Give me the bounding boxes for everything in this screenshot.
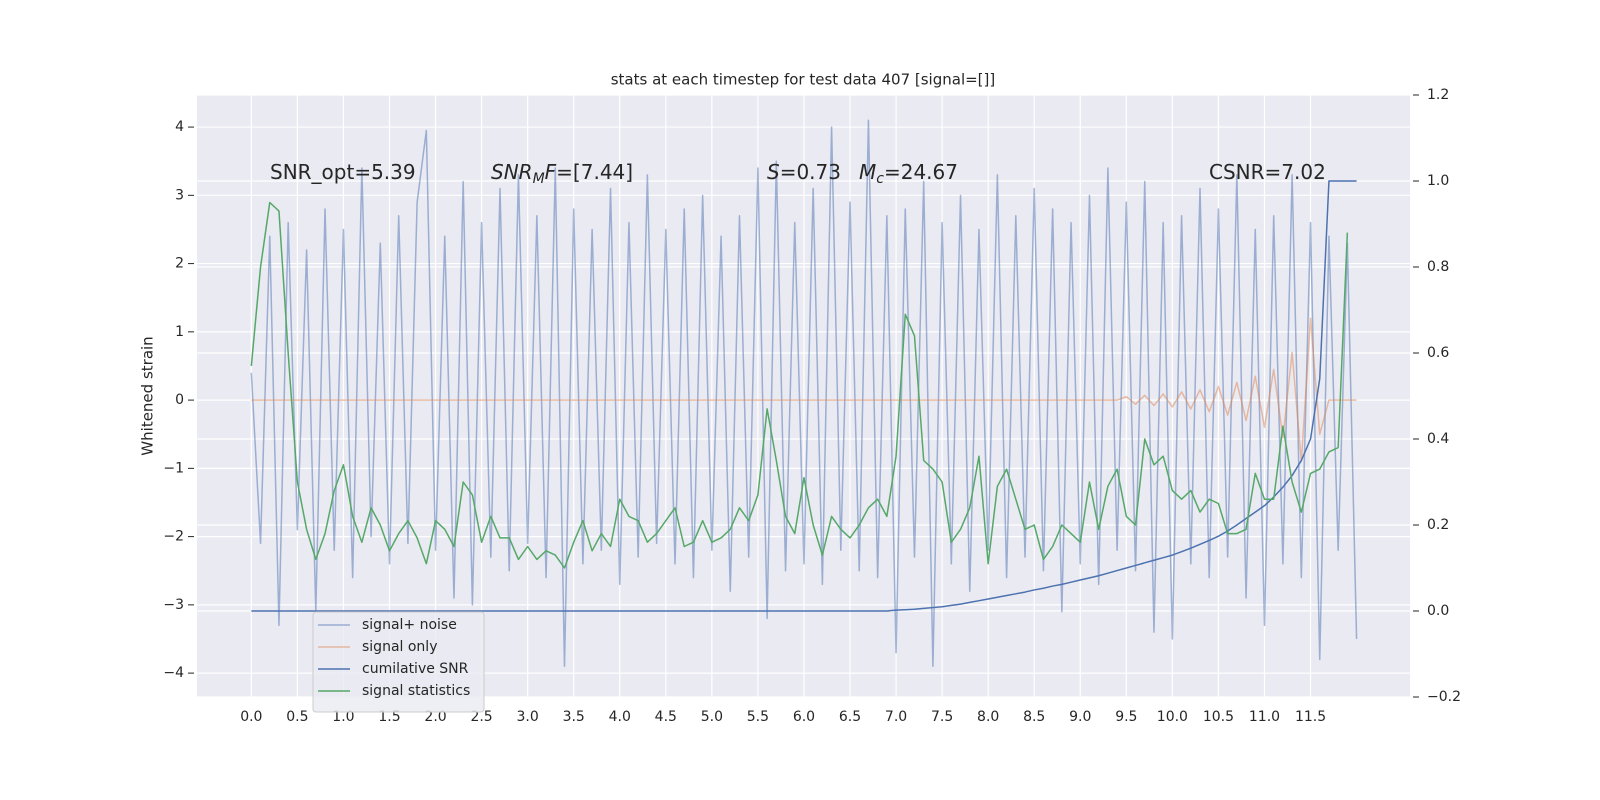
x-tick-label: 4.0 [609,709,631,725]
annotation-part: SNR [491,160,533,184]
legend-label: signal only [362,639,437,655]
y-tick-label: 0 [175,392,184,408]
y-tick-label: 2 [175,256,184,272]
legend-box [312,611,485,713]
series-line [250,201,1349,569]
x-tick-label: 0.0 [240,709,262,725]
x-tick-label: 5.0 [701,709,723,725]
y2-tick-label: −0.2 [1427,689,1461,705]
x-tick-label: 2.5 [470,709,492,725]
y2-tick-label: 0.2 [1427,517,1449,533]
annotation-part: =0.73 [780,160,841,184]
annotation: S=0.73 [767,160,841,184]
annotation-part: CSNR=7.02 [1209,160,1326,184]
y-axis-label: Whitened strain [139,336,157,455]
annotation-part: S [767,160,780,184]
y-tick-label: 4 [175,119,184,135]
y-tick-label: −3 [163,597,184,613]
annotation-part: M [533,171,545,187]
x-tick-label: 6.0 [793,709,815,725]
x-tick-label: 9.0 [1069,709,1091,725]
y-tick-label: 3 [175,187,184,203]
annotation-part: =[7.44] [556,160,633,184]
annotation: SNR_opt=5.39 [270,160,416,184]
x-tick-label: 2.0 [424,709,446,725]
x-tick-label: 1.0 [332,709,354,725]
y2-tick-label: 1.0 [1427,173,1449,189]
x-tick-label: 0.5 [286,709,308,725]
series-line [251,180,1357,612]
x-tick-label: 11.5 [1295,709,1326,725]
legend-label: signal statistics [362,683,470,699]
y-tick-label: −1 [163,460,184,476]
x-tick-label: 8.0 [977,709,999,725]
annotation-part: c [876,171,884,187]
x-tick-label: 11.0 [1249,709,1280,725]
legend: signal+ noise signal only cumilative SNR si… [312,611,485,713]
legend-label: cumilative SNR [362,661,469,677]
chart-title: stats at each timestep for test data 407… [611,71,996,89]
annotation: Mc=24.67 [859,160,958,188]
y2-tick-label: 0.8 [1427,259,1449,275]
y-tick-label: −2 [163,529,184,545]
x-tick-label: 8.5 [1023,709,1045,725]
annotation-part: M [859,160,876,184]
y2-tick-label: 0.0 [1427,603,1449,619]
annotation-part: F [545,160,557,184]
annotation: SNRMF=[7.44] [491,160,633,188]
series-line [250,119,1358,668]
y2-tick-label: 0.6 [1427,345,1449,361]
x-tick-label: 7.0 [885,709,907,725]
x-tick-label: 10.0 [1157,709,1188,725]
y-tick-label: 1 [175,324,184,340]
annotation-part: =24.67 [884,160,958,184]
x-tick-label: 3.0 [517,709,539,725]
annotation-part: SNR_opt=5.39 [270,160,416,184]
x-tick-label: 4.5 [655,709,677,725]
x-tick-label: 3.5 [563,709,585,725]
annotation: CSNR=7.02 [1209,160,1326,184]
series-line [251,317,1357,463]
y2-tick-label: 0.4 [1427,431,1449,447]
x-tick-label: 6.5 [839,709,861,725]
x-tick-label: 7.5 [931,709,953,725]
x-tick-label: 9.5 [1115,709,1137,725]
x-tick-label: 5.5 [747,709,769,725]
x-tick-label: 10.5 [1203,709,1234,725]
legend-label: signal+ noise [362,617,457,633]
y2-tick-label: 1.2 [1427,87,1449,103]
y-tick-label: −4 [163,665,184,681]
x-tick-label: 1.5 [378,709,400,725]
